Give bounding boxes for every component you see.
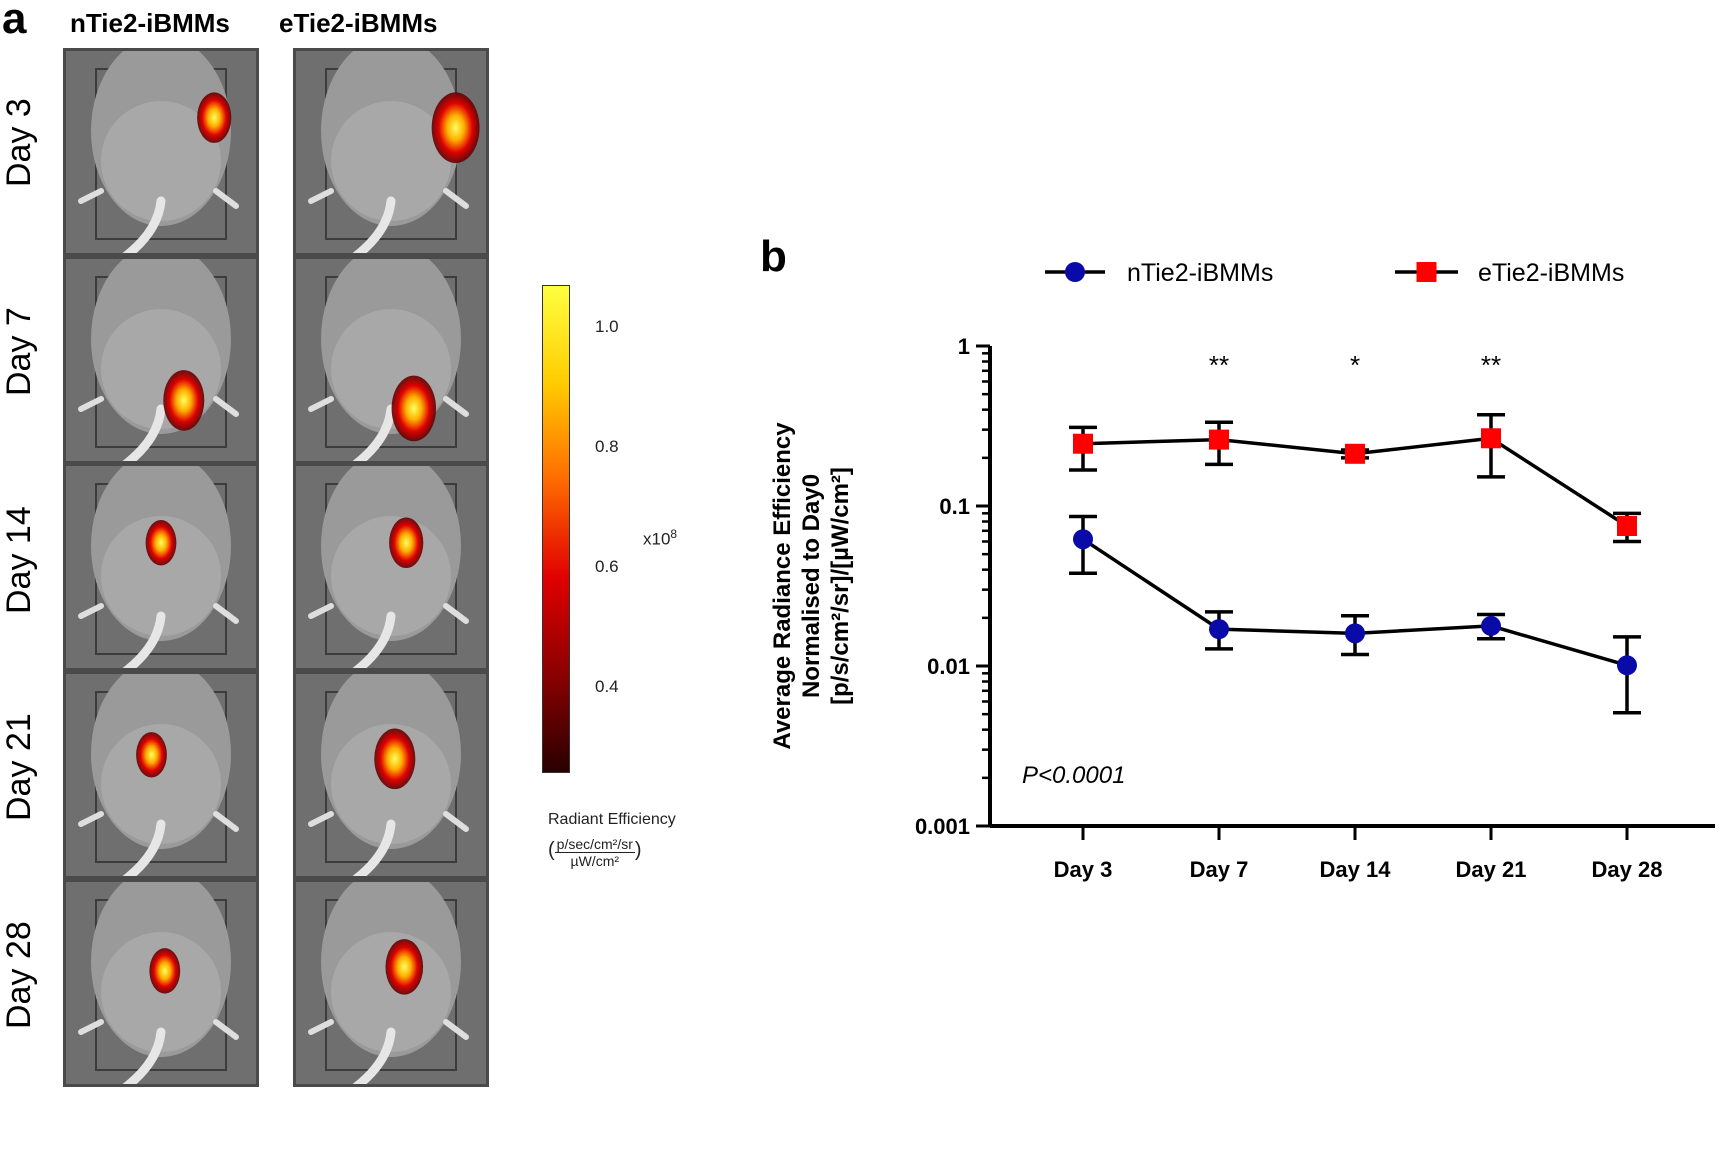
row-label-day3: Day 3 bbox=[0, 98, 38, 188]
mouse-image-day7-etie2 bbox=[293, 256, 489, 464]
column-header-ntie2: nTie2-iBMMs bbox=[70, 8, 230, 38]
y-tick-label: 0.01 bbox=[927, 654, 970, 679]
legend-label-nTie2-iBMMs: nTie2-iBMMs bbox=[1127, 259, 1273, 287]
colorbar-multiplier-exp: 8 bbox=[670, 527, 678, 541]
significance-marker: ** bbox=[1481, 350, 1501, 380]
mouse-image-day28-ntie2 bbox=[63, 879, 259, 1087]
mouse-image-day3-ntie2 bbox=[63, 48, 259, 256]
fluorescence-signal bbox=[145, 520, 177, 566]
y-tick-label: 1 bbox=[958, 334, 970, 359]
colorbar-multiplier: x108 bbox=[643, 527, 677, 550]
fluorescence-signal bbox=[391, 375, 437, 442]
fluorescence-signal bbox=[374, 728, 416, 790]
data-point-eTie2-iBMMs-day21 bbox=[1481, 428, 1501, 449]
colorbar-tick-0-6: 0.6 bbox=[595, 557, 619, 576]
y-tick-label: 0.1 bbox=[939, 494, 970, 519]
data-point-nTie2-iBMMs-day3 bbox=[1073, 529, 1093, 550]
row-label-day14: Day 14 bbox=[0, 506, 38, 614]
x-tick-label: Day 28 bbox=[1592, 857, 1663, 882]
p-value-label: P<0.0001 bbox=[1022, 762, 1125, 789]
fluorescence-signal bbox=[389, 517, 424, 569]
fluorescence-signal bbox=[149, 948, 181, 994]
colorbar-units: (p/sec/cm²/sr µW/cm²) bbox=[548, 836, 642, 869]
mouse-image-day14-etie2 bbox=[293, 463, 489, 671]
legend-marker-nTie2-iBMMs bbox=[1065, 262, 1085, 282]
row-label-day21: Day 21 bbox=[0, 713, 38, 821]
data-point-nTie2-iBMMs-day7 bbox=[1209, 619, 1229, 640]
mouse-image-day28-etie2 bbox=[293, 879, 489, 1087]
colorbar-tick-1-0: 1.0 bbox=[595, 317, 619, 336]
data-point-nTie2-iBMMs-day28 bbox=[1617, 655, 1637, 676]
colorbar-caption: Radiant Efficiency bbox=[548, 811, 676, 828]
significance-marker: * bbox=[1350, 350, 1360, 380]
fluorescence-signal bbox=[197, 92, 232, 143]
series-line-eTie2-iBMMs bbox=[1082, 436, 1628, 528]
mouse-image-day21-ntie2 bbox=[63, 671, 259, 879]
y-axis-label: Average Radiance EfficiencyNormalised to… bbox=[769, 422, 854, 750]
data-point-eTie2-iBMMs-day14 bbox=[1345, 443, 1365, 464]
data-point-eTie2-iBMMs-day3 bbox=[1073, 433, 1093, 454]
x-tick-label: Day 3 bbox=[1054, 857, 1113, 882]
mouse-image-day7-ntie2 bbox=[63, 256, 259, 464]
colorbar-tick-0-8: 0.8 bbox=[595, 437, 619, 456]
colorbar bbox=[542, 285, 570, 773]
mouse-image-day3-etie2 bbox=[293, 48, 489, 256]
colorbar-units-numerator: p/sec/cm²/sr bbox=[554, 836, 635, 853]
fluorescence-signal bbox=[163, 370, 205, 431]
colorbar-multiplier-base: x10 bbox=[643, 529, 671, 549]
legend-marker-eTie2-iBMMs bbox=[1416, 262, 1437, 282]
fluorescence-signal bbox=[431, 92, 480, 164]
fluorescence-signal bbox=[136, 732, 167, 778]
colorbar-tick-0-4: 0.4 bbox=[595, 677, 619, 696]
data-point-nTie2-iBMMs-day14 bbox=[1345, 623, 1365, 644]
panel-a-letter: a bbox=[2, 0, 27, 43]
colorbar-units-denominator: µW/cm² bbox=[570, 853, 620, 869]
column-header-etie2: eTie2-iBMMs bbox=[279, 8, 438, 38]
legend-label-eTie2-iBMMs: eTie2-iBMMs bbox=[1478, 259, 1624, 287]
x-tick-label: Day 21 bbox=[1456, 857, 1527, 882]
panel-b-letter: b bbox=[760, 232, 787, 281]
mouse-image-day14-ntie2 bbox=[63, 463, 259, 671]
x-tick-label: Day 7 bbox=[1190, 857, 1249, 882]
significance-marker: ** bbox=[1209, 350, 1229, 380]
row-label-day28: Day 28 bbox=[0, 921, 38, 1029]
row-label-day7: Day 7 bbox=[0, 307, 38, 397]
data-point-nTie2-iBMMs-day21 bbox=[1481, 615, 1501, 636]
fluorescence-signal bbox=[385, 939, 424, 995]
data-point-eTie2-iBMMs-day28 bbox=[1617, 515, 1637, 536]
x-tick-label: Day 14 bbox=[1320, 857, 1392, 882]
y-tick-label: 0.001 bbox=[915, 814, 970, 839]
mouse-image-day21-etie2 bbox=[293, 671, 489, 879]
series-line-nTie2-iBMMs bbox=[1082, 537, 1628, 667]
data-point-eTie2-iBMMs-day7 bbox=[1209, 429, 1229, 450]
